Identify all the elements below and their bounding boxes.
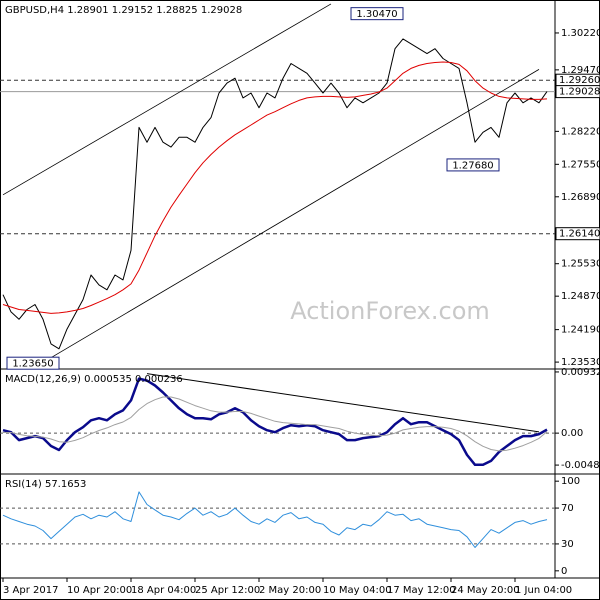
y-tick-label: 1.24190 [561,325,600,336]
x-tick-label: 3 Apr 2017 [3,585,58,596]
annotation-box [6,356,60,370]
y-tick-label: 1.30220 [561,28,600,39]
x-tick-label: 10 May 04:00 [323,585,392,596]
annotation-box [350,7,404,21]
y-tick-label: 1.28220 [561,126,600,137]
level-label: 1.29260 [559,75,600,86]
panel-title: RSI(14) 57.1653 [5,479,86,490]
series-line [2,38,548,350]
y-tick-label: 0 [561,566,567,577]
panel-title: GBPUSD,H4 1.28901 1.29152 1.28825 1.2902… [5,5,242,16]
level-label: 1.26140 [559,229,600,240]
series-line [2,491,548,548]
x-tick-label: 18 Apr 04:00 [131,585,196,596]
series-line [3,396,548,452]
trendline [50,69,540,359]
x-tick-label: 10 Apr 20:00 [67,585,132,596]
y-tick-label: 0.00 [561,428,583,439]
trendline [2,3,332,196]
watermark: ActionForex.com [290,297,490,325]
y-tick-label: -0.004866 [561,460,600,471]
annotation-label: 1.23650 [12,359,53,370]
annotation-box [446,158,500,172]
trendline [146,373,540,433]
y-tick-label: 1.27550 [561,159,600,170]
x-tick-label: 25 Apr 12:00 [195,585,260,596]
series-line [2,61,548,314]
y-tick-label: 1.24870 [561,291,600,302]
level-box [555,85,600,99]
y-tick-label: 1.23530 [561,357,600,368]
annotation-label: 1.30470 [356,9,397,20]
series-line [2,377,548,467]
y-tick-label: 0.009321 [561,367,600,378]
y-tick-label: 1.29470 [561,65,600,76]
level-label: 1.29028 [559,87,600,98]
y-tick-label: 1.25530 [561,259,600,270]
y-tick-label: 1.26890 [561,192,600,203]
x-tick-label: 17 May 12:00 [387,585,456,596]
level-box [555,227,600,241]
panel-title: MACD(12,26,9) 0.000535 0.000236 [5,374,183,385]
x-tick-label: 1 Jun 04:00 [515,585,572,596]
x-tick-label: 2 May 20:00 [259,585,321,596]
y-tick-label: 70 [561,503,574,514]
y-tick-label: 100 [561,476,580,487]
x-tick-label: 24 May 20:00 [451,585,520,596]
y-tick-label: 30 [561,539,574,550]
annotation-label: 1.27680 [452,160,493,171]
